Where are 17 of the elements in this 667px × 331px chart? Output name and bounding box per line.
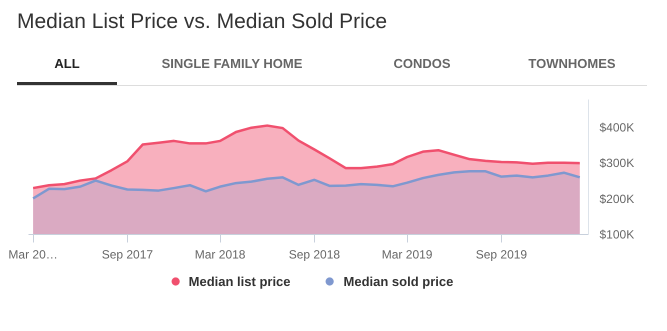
y-tick-label: $200K: [600, 192, 634, 206]
y-tick-label: $300K: [600, 156, 634, 170]
chart-title: Median List Price vs. Median Sold Price: [16, 9, 387, 35]
y-tick-label: $100K: [600, 228, 634, 242]
text: SINGLE FAMILY HOME: [160, 55, 304, 73]
x-tick-label: Sep 2019: [476, 248, 528, 262]
x-tick-label: Mar 20…: [8, 248, 58, 262]
x-tick-label: Mar 2019: [382, 248, 433, 262]
text: ALL: [17, 49, 117, 85]
text: TOWNHOMES: [527, 55, 617, 73]
legend-label: Median sold price: [344, 274, 454, 288]
x-tick-label: Sep 2018: [288, 248, 340, 262]
legend-label: Median list price: [188, 274, 291, 288]
x-tick-label: Sep 2017: [102, 248, 154, 262]
y-tick-label: $400K: [600, 120, 634, 134]
text: CONDOS: [392, 55, 452, 73]
x-tick-label: Mar 2018: [194, 248, 246, 262]
